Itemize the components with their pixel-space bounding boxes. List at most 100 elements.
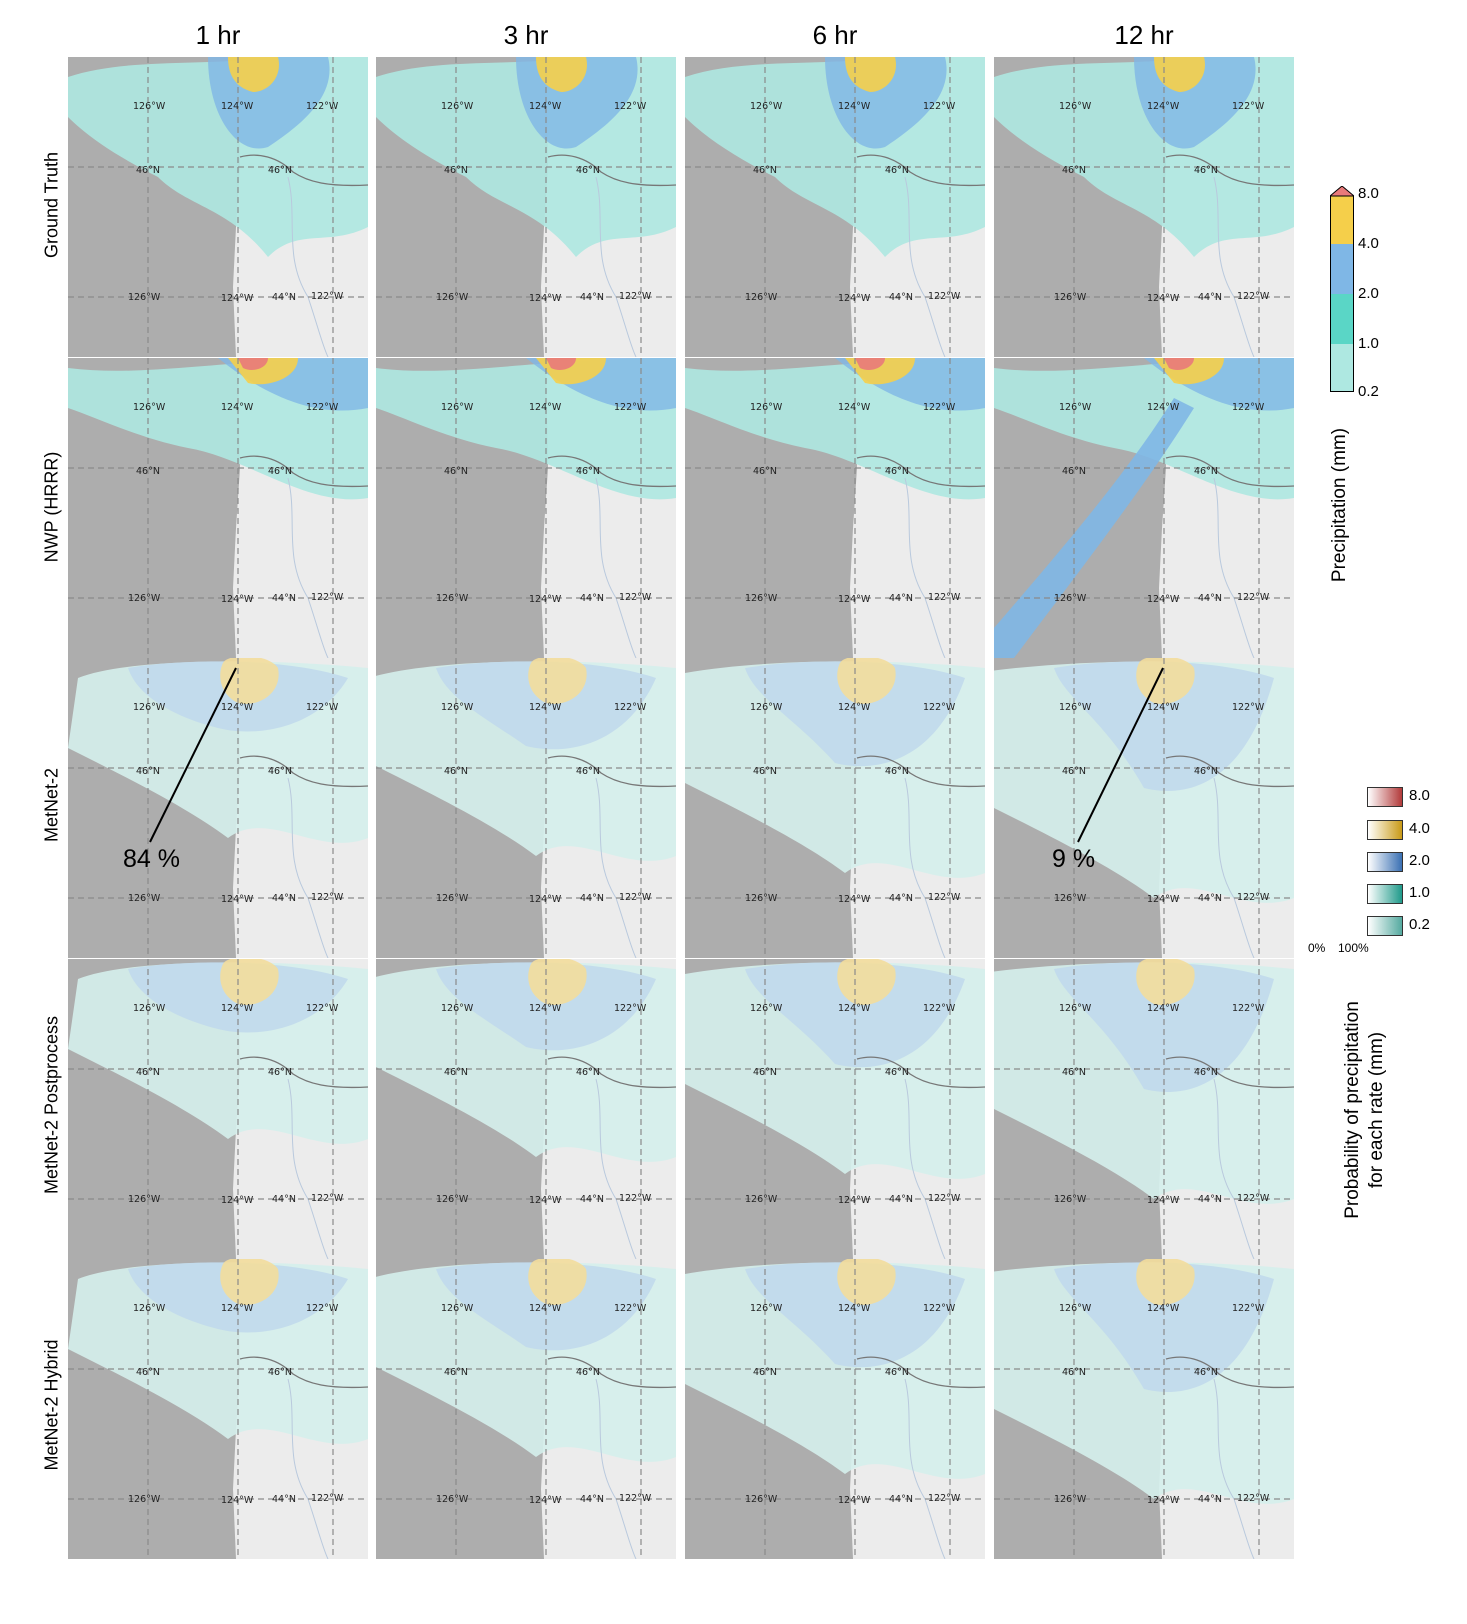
- map-tick-label: 124°W: [838, 1303, 871, 1314]
- map-tick-label: 126°W: [128, 1494, 161, 1505]
- map-tick-label: 122°W: [311, 1193, 344, 1204]
- map-tick-label: 122°W: [306, 1003, 339, 1014]
- map-tick-label: 124°W: [221, 101, 254, 112]
- map-svg: 126°W 124°W 122°W 46°N 46°N 126°W 124°W 44°N 122…: [994, 959, 1294, 1259]
- map-tick-label: 124°W: [221, 1495, 254, 1506]
- map-tick-label: 44°N: [272, 1494, 296, 1505]
- map-tick-label: 124°W: [838, 101, 871, 112]
- colorbar-band-1-2: [1330, 294, 1354, 344]
- map-tick-label: 46°N: [753, 766, 777, 777]
- column-header-1hr: 1 hr: [195, 20, 241, 50]
- river-line: [1213, 1378, 1255, 1559]
- map-panel-metnet2-6hr: 126°W 124°W 122°W 46°N 46°N 126°W 124°W 44°N 122…: [685, 658, 985, 958]
- map-tick-label: 122°W: [614, 402, 647, 413]
- map-tick-label: 122°W: [1232, 1003, 1265, 1014]
- map-tick-label: 122°W: [1232, 702, 1265, 713]
- map-tick-label: 126°W: [441, 402, 474, 413]
- column-header-12hr: 12 hr: [1114, 20, 1174, 50]
- river-line: [287, 477, 329, 658]
- map-panel-ground-truth-1hr: 126°W 124°W 122°W 46°N 46°N 126°W 124°W 44°N 122…: [68, 57, 368, 357]
- map-tick-label: 46°N: [136, 466, 160, 477]
- prob-legend-value-4: 4.0: [1409, 820, 1430, 837]
- prob-legend-value-1: 1.0: [1409, 884, 1430, 901]
- map-tick-label: 124°W: [838, 1195, 871, 1206]
- map-tick-label: 46°N: [268, 766, 292, 777]
- map-panel-nwp-1hr: 126°W 124°W 122°W 46°N 46°N 126°W 124°W 44°N 122…: [68, 358, 368, 658]
- map-tick-label: 124°W: [838, 1495, 871, 1506]
- map-panel-nwp-6hr: 126°W 124°W 122°W 46°N 46°N 126°W 124°W 44°N 122…: [685, 358, 985, 658]
- map-tick-label: 126°W: [1059, 1003, 1092, 1014]
- precip-region: [228, 57, 279, 92]
- map-tick-label: 122°W: [928, 592, 961, 603]
- map-tick-label: 46°N: [1194, 466, 1218, 477]
- map-svg: 126°W 124°W 122°W 46°N 46°N 126°W 124°W 44°N 122…: [376, 1259, 676, 1559]
- map-panel-metnet2-postprocess-12hr: 126°W 124°W 122°W 46°N 46°N 126°W 124°W 44°N 122…: [994, 959, 1294, 1259]
- border-line: [239, 1056, 368, 1089]
- border-line: [1165, 755, 1294, 788]
- map-panel-ground-truth-6hr: 126°W 124°W 122°W 46°N 46°N 126°W 124°W 44°N 122…: [685, 57, 985, 357]
- map-panel-metnet2-hybrid-3hr: 126°W 124°W 122°W 46°N 46°N 126°W 124°W 44°N 122…: [376, 1259, 676, 1559]
- map-tick-label: 46°N: [885, 1067, 909, 1078]
- map-svg: 126°W 124°W 122°W 46°N 46°N 126°W 124°W 44°N 122…: [994, 57, 1294, 357]
- row-header-nwp: NWP (HRRR): [41, 451, 62, 563]
- precip-region: [994, 398, 1194, 658]
- precip-region: [1054, 1262, 1274, 1392]
- map-tick-label: 126°W: [128, 893, 161, 904]
- precip-region: [1136, 959, 1195, 1005]
- map-svg: 126°W 124°W 122°W 46°N 46°N 126°W 124°W 44°N 122…: [994, 358, 1294, 658]
- river-line: [904, 777, 946, 958]
- map-tick-label: 126°W: [1059, 101, 1092, 112]
- map-tick-label: 122°W: [306, 402, 339, 413]
- prob-swatch-4: [1367, 820, 1403, 840]
- map-tick-label: 126°W: [436, 1494, 469, 1505]
- map-tick-label: 122°W: [1237, 1193, 1270, 1204]
- map-svg: 126°W 124°W 122°W 46°N 46°N 126°W 124°W 44°N 122…: [68, 1259, 368, 1559]
- border-line: [239, 1356, 368, 1389]
- map-tick-label: 122°W: [1237, 892, 1270, 903]
- colorbar-band-02-1: [1330, 344, 1354, 392]
- precip-region: [837, 959, 896, 1005]
- colorbar-band-2-4: [1330, 244, 1354, 294]
- map-svg: 126°W 124°W 122°W 46°N 46°N 126°W 124°W 44°N 122…: [685, 358, 985, 658]
- colorbar-label: Precipitation (mm): [1329, 427, 1350, 583]
- river-line: [1213, 477, 1255, 658]
- prob-legend-label-line2: for each rate (mm): [1366, 1031, 1387, 1189]
- map-tick-label: 44°N: [889, 593, 913, 604]
- map-tick-label: 126°W: [1054, 593, 1087, 604]
- map-tick-label: 122°W: [923, 1303, 956, 1314]
- precip-region: [837, 658, 896, 704]
- map-panel-ground-truth-3hr: 126°W 124°W 122°W 46°N 46°N 126°W 124°W 44°N 122…: [376, 57, 676, 357]
- river-line: [904, 1378, 946, 1559]
- precip-region: [528, 959, 587, 1005]
- map-tick-label: 46°N: [885, 466, 909, 477]
- map-tick-label: 126°W: [745, 893, 778, 904]
- annotation-right: 9 %: [1052, 845, 1096, 873]
- map-tick-label: 46°N: [885, 766, 909, 777]
- map-svg: 126°W 124°W 122°W 46°N 46°N 126°W 124°W 44°N 122…: [68, 658, 368, 958]
- map-tick-label: 46°N: [136, 766, 160, 777]
- map-tick-label: 124°W: [1147, 1003, 1180, 1014]
- column-header-3hr: 3 hr: [503, 20, 549, 50]
- map-tick-label: 126°W: [441, 101, 474, 112]
- river-line: [904, 176, 946, 357]
- border-line: [856, 1056, 985, 1089]
- map-tick-label: 122°W: [1237, 1493, 1270, 1504]
- map-tick-label: 44°N: [889, 1194, 913, 1205]
- map-tick-label: 126°W: [1054, 1194, 1087, 1205]
- border-line: [1165, 154, 1294, 187]
- map-tick-label: 126°W: [750, 402, 783, 413]
- map-panel-metnet2-hybrid-6hr: 126°W 124°W 122°W 46°N 46°N 126°W 124°W 44°N 122…: [685, 1259, 985, 1559]
- prob-legend-value-2: 2.0: [1409, 852, 1430, 869]
- prob-swatch-2: [1367, 852, 1403, 872]
- map-tick-label: 46°N: [753, 1367, 777, 1378]
- map-tick-label: 46°N: [136, 1367, 160, 1378]
- map-tick-label: 122°W: [306, 1303, 339, 1314]
- map-tick-label: 46°N: [576, 165, 600, 176]
- map-tick-label: 46°N: [136, 1067, 160, 1078]
- map-tick-label: 122°W: [614, 1303, 647, 1314]
- map-tick-label: 124°W: [1147, 293, 1180, 304]
- map-tick-label: 126°W: [441, 702, 474, 713]
- map-tick-label: 122°W: [306, 702, 339, 713]
- river-line: [287, 176, 329, 357]
- border-line: [547, 755, 676, 788]
